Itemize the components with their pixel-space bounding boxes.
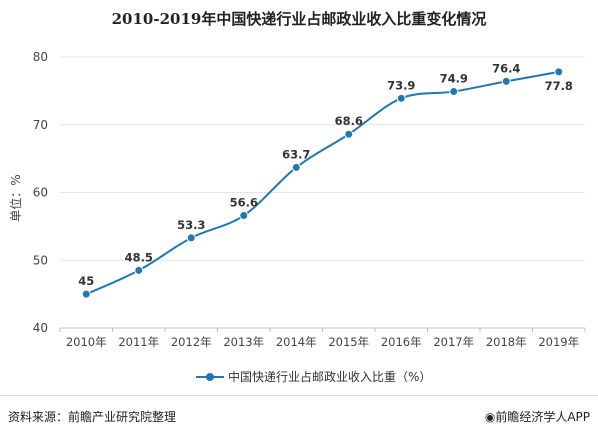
y-tick-label: 80 xyxy=(33,50,48,64)
y-tick-label: 50 xyxy=(33,253,48,267)
data-labels: 45 48.5 53.3 56.6 63.7 68.6 73.9 74.9 76.4 77.8 xyxy=(78,61,573,288)
brand-logo-icon: ◉ xyxy=(484,410,496,424)
series-layer xyxy=(81,67,564,299)
x-tick-label: 2011年 xyxy=(118,335,159,349)
x-tick-label: 2010年 xyxy=(66,335,107,349)
y-tick-label: 60 xyxy=(33,186,48,200)
line-chart: 40 50 60 70 80 2010年 2011年 2012年 2013年 2014年 2015… xyxy=(8,50,586,384)
data-label: 77.8 xyxy=(545,79,573,93)
data-point xyxy=(239,211,249,221)
x-axis-ticks: 2010年 2011年 2012年 2013年 2014年 2015年 2016年 2017年… xyxy=(59,328,586,349)
data-point xyxy=(134,265,144,275)
data-label: 76.4 xyxy=(492,61,520,75)
x-tick-label: 2018年 xyxy=(486,335,527,349)
data-point xyxy=(344,129,354,139)
x-tick-label: 2012年 xyxy=(171,335,212,349)
y-axis-ticks: 40 50 60 70 80 xyxy=(33,50,48,335)
data-label: 48.5 xyxy=(125,250,153,264)
data-label: 68.6 xyxy=(335,114,363,128)
data-label: 74.9 xyxy=(440,72,468,86)
grid-lines xyxy=(60,56,585,329)
data-label: 45 xyxy=(78,274,94,288)
data-point xyxy=(396,93,406,103)
y-axis-label: 单位：% xyxy=(8,174,23,221)
x-tick-label: 2013年 xyxy=(223,335,264,349)
data-label: 56.6 xyxy=(230,196,258,210)
data-point xyxy=(81,289,91,299)
legend-marker xyxy=(206,373,214,381)
y-tick-label: 40 xyxy=(33,321,48,335)
data-point xyxy=(554,67,564,77)
brand-text: 前瞻经济学人APP xyxy=(495,410,590,424)
series-line xyxy=(85,70,559,296)
x-tick-label: 2015年 xyxy=(328,335,369,349)
data-label: 73.9 xyxy=(387,78,415,92)
legend: 中国快递行业占邮政业收入比重（%） xyxy=(196,369,431,384)
x-tick-label: 2014年 xyxy=(276,335,317,349)
data-label: 63.7 xyxy=(282,147,310,161)
data-point xyxy=(449,87,459,97)
legend-label: 中国快递行业占邮政业收入比重（%） xyxy=(228,369,431,384)
footer: 资料来源：前瞻产业研究院整理 ◉前瞻经济学人APP xyxy=(0,395,598,431)
brand: ◉前瞻经济学人APP xyxy=(485,408,590,425)
data-point xyxy=(501,76,511,86)
chart-title: 2010-2019年中国快递行业占邮政业收入比重变化情况 xyxy=(111,10,487,28)
y-tick-label: 70 xyxy=(33,118,48,132)
source-text: 资料来源：前瞻产业研究院整理 xyxy=(8,410,177,424)
x-tick-label: 2017年 xyxy=(433,335,474,349)
data-point xyxy=(186,233,196,243)
x-tick-label: 2016年 xyxy=(381,335,422,349)
data-label: 53.3 xyxy=(177,218,205,232)
x-tick-label: 2019年 xyxy=(538,335,579,349)
data-point xyxy=(291,162,301,172)
